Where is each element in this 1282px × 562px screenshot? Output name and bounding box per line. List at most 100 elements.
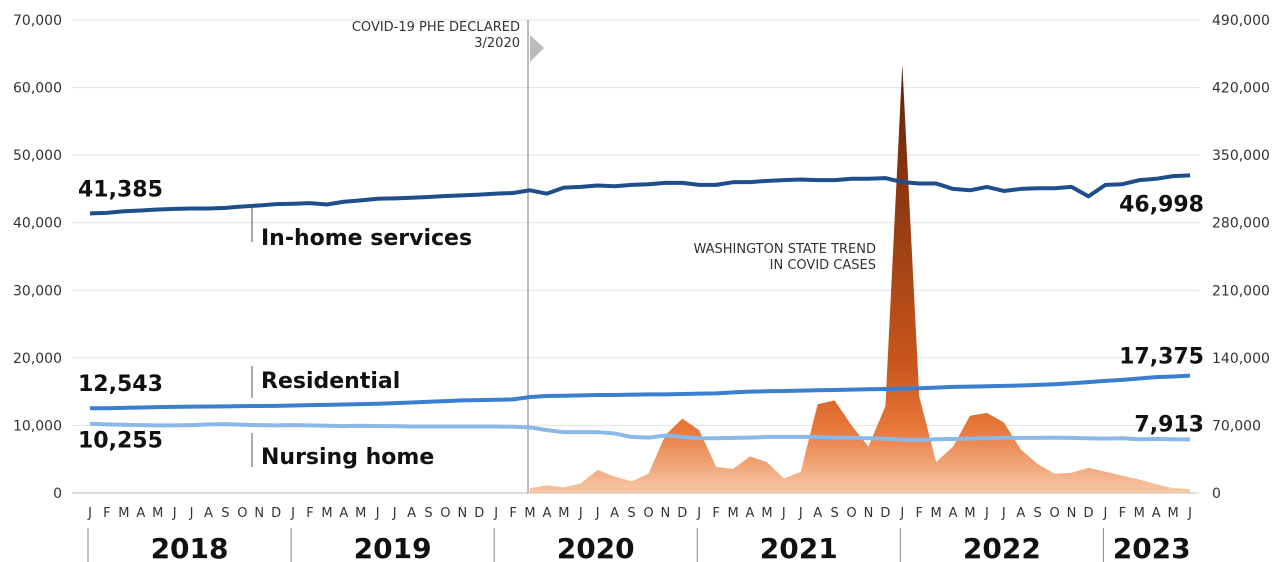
x-tick-label: O	[846, 506, 856, 521]
covid-label: WASHINGTON STATE TREND IN COVID CASES	[693, 242, 876, 273]
series-label: Residential	[261, 369, 400, 394]
x-tick-label: J	[189, 506, 194, 521]
series-line	[89, 421, 1191, 442]
value-label: 41,385	[78, 177, 163, 202]
x-tick-label: M	[727, 506, 738, 521]
x-tick-label: J	[696, 506, 701, 521]
x-tick-label: S	[424, 506, 432, 521]
series-label: In-home services	[261, 226, 472, 251]
year-label: 2023	[1113, 532, 1191, 562]
x-tick-label: J	[172, 506, 177, 521]
x-tick-label: D	[880, 506, 890, 521]
x-tick-label: F	[1119, 506, 1126, 521]
x-tick-label: D	[677, 506, 687, 521]
x-tick-label: D	[1083, 506, 1093, 521]
x-tick-label: J	[375, 506, 380, 521]
year-label: 2022	[963, 532, 1041, 562]
x-tick-label: M	[355, 506, 366, 521]
x-tick-label: M	[118, 506, 129, 521]
x-tick-label: M	[321, 506, 332, 521]
phe-annotation: COVID-19 PHE DECLARED 3/2020	[300, 20, 520, 52]
y-tick-label: 70,000	[13, 13, 62, 29]
x-tick-label: M	[964, 506, 975, 521]
y-tick-label: 50,000	[13, 148, 62, 164]
x-tick-label: A	[1016, 506, 1025, 521]
x-tick-label: M	[931, 506, 942, 521]
x-tick-label: N	[457, 506, 467, 521]
x-tick-label: J	[290, 506, 295, 521]
covid-area	[530, 64, 1190, 493]
series-line	[89, 173, 1191, 216]
x-tick-label: A	[204, 506, 213, 521]
x-tick-label: J	[781, 506, 786, 521]
year-label: 2021	[760, 532, 838, 562]
x-tick-label: O	[440, 506, 450, 521]
series-label: Nursing home	[261, 445, 434, 470]
y2-tick-label: 210,000	[1212, 283, 1270, 299]
x-tick-label: N	[1067, 506, 1077, 521]
x-tick-label: M	[152, 506, 163, 521]
y-tick-label: 60,000	[13, 81, 62, 97]
annotation-line: 3/2020	[474, 36, 520, 51]
x-tick-label: O	[1049, 506, 1059, 521]
x-tick-label: N	[661, 506, 671, 521]
x-tick-label: M	[1134, 506, 1145, 521]
x-tick-label: O	[237, 506, 247, 521]
y-tick-label: 30,000	[13, 283, 62, 299]
y2-tick-label: 0	[1212, 486, 1221, 502]
y-tick-label: 0	[53, 486, 62, 502]
event-arrow	[530, 35, 544, 62]
x-tick-label: S	[1034, 506, 1042, 521]
x-tick-label: A	[1152, 506, 1161, 521]
x-tick-label: F	[712, 506, 719, 521]
value-label: 12,543	[78, 372, 163, 397]
y2-tick-label: 140,000	[1212, 351, 1270, 367]
x-tick-label: A	[407, 506, 416, 521]
annotation-line: COVID-19 PHE DECLARED	[351, 20, 520, 35]
y2-tick-label: 280,000	[1212, 216, 1270, 232]
x-tick-label: O	[643, 506, 653, 521]
year-label: 2018	[151, 532, 229, 562]
y2-tick-label: 490,000	[1212, 13, 1270, 29]
x-tick-label: A	[610, 506, 619, 521]
y2-tick-label: 350,000	[1212, 148, 1270, 164]
value-label: 17,375	[1119, 345, 1204, 370]
y-tick-label: 10,000	[13, 418, 62, 434]
x-tick-label: F	[509, 506, 516, 521]
x-tick-label: D	[474, 506, 484, 521]
x-tick-label: J	[493, 506, 498, 521]
x-tick-label: A	[949, 506, 958, 521]
year-label: 2020	[557, 532, 635, 562]
x-tick-label: A	[813, 506, 822, 521]
value-label: 10,255	[78, 429, 163, 454]
x-tick-label: J	[87, 506, 92, 521]
x-tick-label: M	[761, 506, 772, 521]
x-tick-label: J	[798, 506, 803, 521]
x-tick-label: S	[627, 506, 635, 521]
x-tick-label: F	[915, 506, 922, 521]
series-line	[89, 373, 1191, 411]
x-tick-label: J	[1102, 506, 1107, 521]
x-tick-label: M	[558, 506, 569, 521]
x-tick-label: A	[746, 506, 755, 521]
x-tick-label: S	[221, 506, 229, 521]
x-tick-label: M	[1167, 506, 1178, 521]
x-tick-label: J	[1187, 506, 1192, 521]
x-tick-label: J	[1001, 506, 1006, 521]
x-tick-label: A	[136, 506, 145, 521]
x-tick-label: F	[103, 506, 110, 521]
x-tick-label: F	[306, 506, 313, 521]
x-tick-label: J	[595, 506, 600, 521]
y-tick-label: 20,000	[13, 351, 62, 367]
year-label: 2019	[354, 532, 432, 562]
x-tick-label: N	[864, 506, 874, 521]
y2-tick-label: 420,000	[1212, 81, 1270, 97]
x-tick-label: A	[542, 506, 551, 521]
x-tick-label: J	[984, 506, 989, 521]
x-tick-label: J	[578, 506, 583, 521]
x-tick-label: N	[254, 506, 264, 521]
value-label: 7,913	[1134, 413, 1204, 438]
x-tick-label: S	[830, 506, 838, 521]
